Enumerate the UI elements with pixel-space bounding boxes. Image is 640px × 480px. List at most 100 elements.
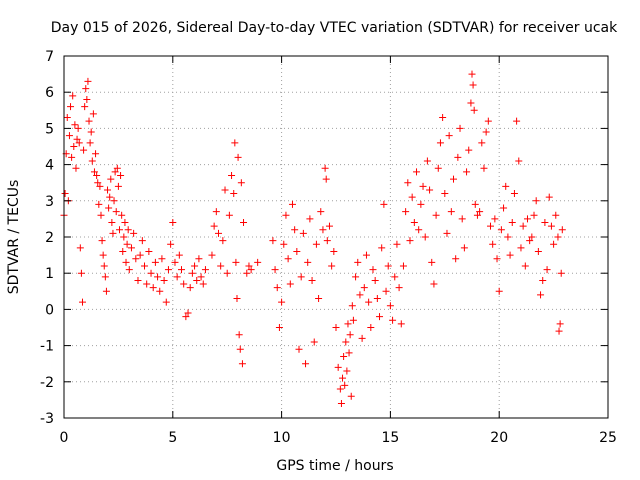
data-point: [463, 168, 471, 176]
data-point: [154, 273, 162, 281]
data-point: [280, 240, 288, 248]
data-point: [441, 190, 449, 198]
data-point: [467, 99, 475, 107]
data-point: [228, 171, 236, 179]
data-point: [530, 211, 538, 219]
data-point: [428, 258, 436, 266]
data-point: [132, 255, 140, 263]
data-point: [89, 110, 97, 118]
data-point: [113, 164, 121, 172]
data-point: [219, 237, 227, 245]
data-point: [232, 258, 240, 266]
data-point: [519, 222, 527, 230]
data-point: [72, 164, 80, 172]
data-point: [352, 273, 360, 281]
data-point: [310, 338, 318, 346]
data-point: [171, 258, 179, 266]
data-point: [470, 106, 478, 114]
data-point: [201, 266, 209, 274]
data-point: [167, 240, 175, 248]
data-point: [114, 182, 122, 190]
data-point: [419, 182, 427, 190]
data-point: [365, 298, 373, 306]
data-point: [240, 219, 248, 227]
data-point: [178, 266, 186, 274]
data-point: [415, 226, 423, 234]
data-point: [360, 284, 368, 292]
data-point: [345, 349, 353, 357]
data-point: [554, 233, 562, 241]
data-point: [417, 200, 425, 208]
data-point: [160, 276, 168, 284]
data-point: [443, 229, 451, 237]
data-point: [484, 117, 492, 125]
data-point: [346, 331, 354, 339]
data-point: [214, 229, 222, 237]
data-point: [344, 320, 352, 328]
data-point: [184, 309, 192, 317]
data-point: [288, 200, 296, 208]
data-point: [293, 247, 301, 255]
data-point: [100, 262, 108, 270]
data-point: [269, 237, 277, 245]
data-point: [295, 345, 303, 353]
data-point: [225, 211, 233, 219]
data-point: [84, 77, 92, 85]
data-point: [231, 139, 239, 147]
data-point: [373, 295, 381, 303]
data-point: [164, 266, 172, 274]
data-point: [430, 280, 438, 288]
data-point: [500, 204, 508, 212]
data-point: [332, 324, 340, 331]
data-point: [558, 226, 566, 234]
y-tick-label: 7: [45, 49, 54, 65]
data-point: [273, 284, 281, 292]
data-point: [191, 262, 199, 270]
data-point: [458, 215, 466, 223]
data-point: [348, 302, 356, 310]
data-point: [384, 262, 392, 270]
data-point: [78, 298, 86, 306]
data-point: [340, 352, 348, 360]
data-point: [406, 237, 414, 245]
grid-lines: [64, 56, 608, 418]
data-point: [322, 175, 330, 183]
data-point: [85, 117, 93, 125]
data-point: [123, 240, 131, 248]
data-point: [393, 240, 401, 248]
y-tick-label: -2: [40, 375, 54, 391]
data-point: [315, 295, 323, 303]
data-point: [70, 143, 78, 150]
data-point: [528, 233, 536, 241]
data-point: [555, 327, 563, 335]
chart-title: Day 015 of 2026, Sidereal Day-to-day VTE…: [51, 20, 618, 36]
data-points: [60, 70, 566, 408]
data-point: [109, 229, 117, 237]
data-point: [371, 276, 379, 284]
data-point: [151, 258, 159, 266]
data-point: [76, 244, 84, 252]
data-point: [330, 247, 338, 255]
data-point: [369, 266, 377, 274]
data-point: [115, 226, 123, 234]
data-point: [489, 240, 497, 248]
data-point: [376, 313, 384, 321]
x-tick-label: 0: [60, 430, 69, 446]
data-point: [122, 258, 130, 266]
data-point: [169, 219, 177, 227]
data-point: [321, 164, 329, 172]
data-point: [180, 280, 188, 288]
data-point: [208, 251, 216, 259]
data-point: [439, 114, 447, 122]
data-point: [83, 95, 91, 103]
data-point: [302, 360, 310, 368]
data-point: [354, 258, 362, 266]
y-tick-label: -3: [40, 411, 54, 427]
data-point: [334, 363, 342, 371]
data-point: [325, 222, 333, 230]
data-point: [557, 269, 565, 277]
data-point: [432, 211, 440, 219]
data-point: [537, 291, 545, 299]
data-point: [447, 208, 455, 216]
data-point: [495, 287, 503, 295]
